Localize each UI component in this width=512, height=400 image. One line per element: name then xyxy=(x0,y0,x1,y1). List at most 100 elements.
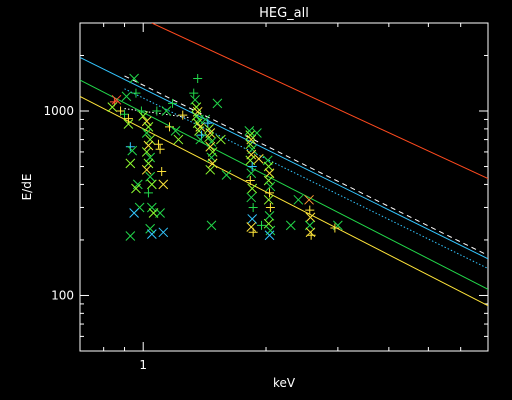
cross-point xyxy=(141,116,152,127)
fit-line-2 xyxy=(80,57,488,260)
cross-point xyxy=(246,192,257,203)
cross-point xyxy=(111,94,122,105)
plus-point xyxy=(125,142,135,152)
cross-point xyxy=(253,154,264,164)
cross-point xyxy=(146,202,157,213)
plus-point xyxy=(265,188,275,198)
cross-point xyxy=(205,141,216,152)
cross-point xyxy=(131,183,141,194)
cross-point xyxy=(206,152,217,163)
cross-point xyxy=(123,119,134,129)
cross-point xyxy=(246,168,257,179)
cross-point xyxy=(145,152,156,163)
y-tick-label: 1000 xyxy=(43,104,74,118)
cross-point xyxy=(129,208,139,218)
cross-point xyxy=(141,128,152,138)
cross-point xyxy=(173,134,184,145)
cross-point xyxy=(129,73,139,84)
cross-point xyxy=(146,229,157,240)
cross-point xyxy=(264,230,275,241)
plus-point xyxy=(189,88,199,98)
cross-point xyxy=(158,179,169,190)
cross-point xyxy=(247,183,258,194)
plus-point xyxy=(193,74,203,84)
cross-point xyxy=(146,179,157,190)
cross-point xyxy=(155,208,165,218)
cross-point xyxy=(265,181,276,192)
cross-point xyxy=(161,106,172,116)
cross-point xyxy=(143,140,154,151)
cross-point xyxy=(200,114,211,125)
cross-point xyxy=(206,220,217,231)
cross-point xyxy=(207,158,218,169)
cross-point xyxy=(145,134,156,145)
cross-point xyxy=(143,158,154,169)
cross-point xyxy=(293,194,304,205)
cross-point xyxy=(246,222,257,232)
cross-point xyxy=(143,122,154,132)
plus-point xyxy=(248,202,258,212)
cross-point xyxy=(127,145,138,156)
plus-point xyxy=(257,220,267,230)
cross-point xyxy=(221,170,232,180)
plus-point xyxy=(305,205,315,215)
cross-point xyxy=(245,139,256,150)
x-axis-label: keV xyxy=(273,376,296,390)
plus-point xyxy=(247,162,257,172)
cross-point xyxy=(263,194,274,205)
cross-point xyxy=(262,155,273,166)
cross-point xyxy=(145,171,156,182)
plus-point xyxy=(265,202,275,212)
cross-point xyxy=(204,132,214,143)
cross-point xyxy=(141,164,152,175)
plus-point xyxy=(131,88,141,98)
cross-point xyxy=(304,194,314,205)
plus-point xyxy=(330,223,340,233)
plus-point xyxy=(120,109,130,119)
cross-point xyxy=(216,134,226,145)
plus-point xyxy=(168,98,178,108)
cross-point xyxy=(263,175,274,186)
cross-point xyxy=(195,134,206,145)
fit-line-3 xyxy=(124,88,488,269)
x-tick-label: 1 xyxy=(139,358,147,372)
plus-point xyxy=(157,166,167,176)
cross-point xyxy=(244,126,255,136)
cross-point xyxy=(170,126,181,136)
plus-point xyxy=(123,114,133,124)
plus-point xyxy=(153,139,163,149)
plus-point xyxy=(164,122,174,132)
plus-point xyxy=(155,144,165,154)
plot-area: 1 100 1000 xyxy=(43,22,489,372)
chart-title: HEG_all xyxy=(259,6,309,21)
cross-point xyxy=(141,147,152,157)
cross-point xyxy=(145,223,156,234)
cross-point xyxy=(212,98,223,109)
cross-point xyxy=(305,212,316,223)
y-axis-label: E/dE xyxy=(20,174,34,201)
plus-point xyxy=(245,176,255,186)
cross-point xyxy=(205,164,216,175)
cross-point xyxy=(207,147,218,157)
plus-point xyxy=(143,188,153,198)
cross-point xyxy=(252,128,262,138)
plot-frame xyxy=(79,22,489,352)
cross-point xyxy=(125,158,136,169)
y-tick-label: 100 xyxy=(51,288,74,302)
plus-point xyxy=(152,106,162,116)
plus-point xyxy=(248,227,258,237)
cross-point xyxy=(107,102,118,112)
data-points xyxy=(107,73,343,241)
plus-point xyxy=(178,110,188,120)
cross-point xyxy=(285,220,296,231)
fit-line-0 xyxy=(151,23,488,180)
plus-point xyxy=(306,230,316,240)
cross-point xyxy=(138,111,149,121)
cross-point xyxy=(263,218,274,229)
cross-point xyxy=(121,91,132,102)
cross-point xyxy=(245,155,256,166)
plus-point xyxy=(203,118,213,128)
cross-point xyxy=(264,211,275,221)
